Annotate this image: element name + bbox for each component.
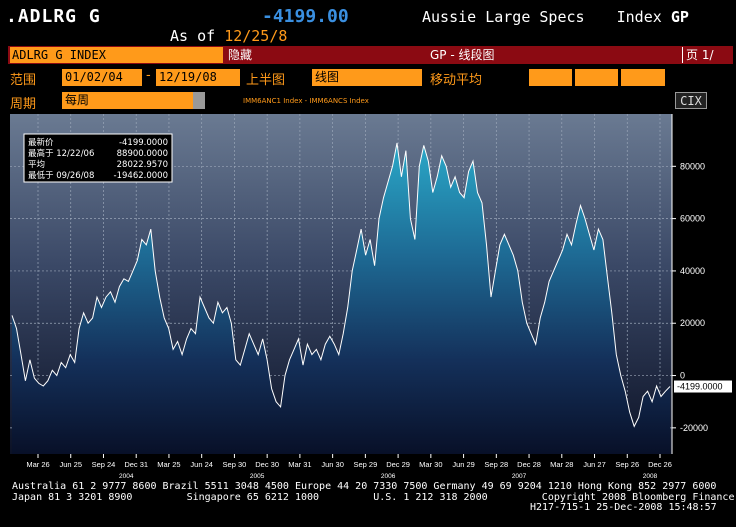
area-chart[interactable]: 80000 60000 40000 20000 0 -20000 -4199.0000 Ma… — [0, 112, 736, 482]
x-tick-label: Sep 24 — [92, 460, 116, 469]
hide-button[interactable]: 隐藏 — [228, 48, 253, 62]
range-dash: - — [146, 68, 151, 83]
stats-box-frame — [23, 133, 173, 183]
security-title-field[interactable]: ADLRG G INDEX — [10, 47, 223, 63]
x-tick-label: Sep 29 — [353, 460, 377, 469]
stats-box: 最新价 -4199.0000 最高于 12/22/06 88900.0000 平均 280… — [23, 133, 173, 183]
upper-chart-select[interactable]: 线图 — [312, 69, 422, 86]
chart-type-title: GP - 线段图 — [430, 48, 495, 62]
period-label: 周期 — [10, 97, 37, 112]
y-tick-label: 20000 — [680, 318, 705, 328]
area-series-line — [11, 142, 671, 428]
cix-button[interactable]: CIX — [675, 92, 707, 109]
last-value: -4199.00 — [262, 6, 349, 27]
last-value-tag — [674, 380, 732, 393]
area-series-fill — [12, 143, 670, 454]
x-tick-label: Dec 28 — [517, 460, 541, 469]
x-tick-label: Jun 27 — [583, 460, 606, 469]
upper-chart-label: 上半图 — [246, 73, 286, 88]
stats-row-value: 88900.0000 — [117, 149, 168, 159]
ma-input-2[interactable] — [575, 69, 618, 86]
ma-input-3[interactable] — [621, 69, 665, 86]
last-value-label: -4199.0000 — [677, 382, 723, 392]
x-year-label: 2005 — [250, 473, 265, 480]
x-tick-label: Jun 30 — [321, 460, 344, 469]
x-tick-label: Dec 31 — [124, 460, 148, 469]
x-tick-label: Jun 29 — [452, 460, 475, 469]
x-tick-label: Jun 24 — [190, 460, 213, 469]
as-of-line: As of 12/25/8 — [170, 27, 287, 45]
stats-row-value: -19462.0000 — [114, 171, 168, 181]
as-of-label: As of — [170, 27, 216, 45]
x-axis: Mar 26 Jun 25 Sep 24 Dec 31 Mar 25 Jun 24 Sep … — [10, 454, 672, 482]
footer-line-3: H217-715-1 25-Dec-2008 15:48:57 — [530, 502, 717, 513]
footer-contacts: Australia 61 2 9777 8600 Brazil 5511 304… — [12, 481, 736, 514]
x-tick-label: Mar 31 — [288, 460, 311, 469]
x-axis-band — [10, 454, 672, 482]
x-tick-label: Mar 25 — [157, 460, 180, 469]
x-tick-label: Sep 26 — [615, 460, 639, 469]
period-dropdown-handle[interactable] — [193, 92, 205, 109]
security-description: Aussie Large Specs Index GP — [422, 8, 689, 26]
x-tick-label: Dec 29 — [386, 460, 410, 469]
page-indicator[interactable]: 页 1/ — [686, 48, 714, 62]
ticker-symbol: .ADLRG G — [6, 6, 101, 27]
stats-row-label: 最低于 09/26/08 — [28, 170, 94, 181]
x-tick-label: Mar 30 — [419, 460, 442, 469]
exchange-code: GP — [670, 8, 689, 26]
x-year-label: 2008 — [643, 473, 658, 480]
x-tick-label: Mar 26 — [26, 460, 49, 469]
index-label: Index — [616, 8, 662, 26]
y-axis: 80000 60000 40000 20000 0 -20000 -4199.0000 — [671, 114, 732, 454]
x-tick-label: Dec 30 — [255, 460, 279, 469]
x-tick-label: Mar 28 — [550, 460, 573, 469]
x-tick-label: Jun 25 — [59, 460, 82, 469]
ma-input-1[interactable] — [529, 69, 572, 86]
stats-row-label: 最高于 12/22/06 — [28, 148, 94, 159]
stats-row-label: 平均 — [28, 159, 45, 170]
x-year-label: 2006 — [381, 473, 396, 480]
moving-average-label: 移动平均 — [430, 73, 483, 88]
start-date-input[interactable]: 01/02/04 — [62, 69, 142, 86]
period-select[interactable]: 每周 — [62, 92, 193, 109]
x-tick-label: Sep 28 — [484, 460, 508, 469]
range-label: 范围 — [10, 73, 37, 88]
page-divider — [682, 47, 683, 63]
x-year-label: 2004 — [119, 473, 134, 480]
stats-row-value: -4199.0000 — [119, 138, 168, 148]
x-tick-label: Sep 30 — [223, 460, 247, 469]
stats-row-value: 28022.9570 — [117, 160, 168, 170]
end-date-input[interactable]: 12/19/08 — [156, 69, 240, 86]
x-tick-label: Dec 26 — [648, 460, 672, 469]
y-tick-label: -20000 — [680, 423, 708, 433]
as-of-date: 12/25/8 — [224, 27, 288, 45]
footer-line-2: Japan 81 3 3201 8900 Singapore 65 6212 1… — [12, 491, 736, 503]
x-year-label: 2007 — [512, 473, 527, 480]
y-tick-label: 80000 — [680, 161, 705, 171]
series-legend: IMM6ANC1 Index - IMM6ANCS Index — [243, 97, 369, 105]
y-tick-label: 60000 — [680, 214, 705, 224]
footer-line-1: Australia 61 2 9777 8600 Brazil 5511 304… — [12, 481, 717, 492]
y-tick-label: 40000 — [680, 266, 705, 276]
stats-row-label: 最新价 — [28, 137, 54, 148]
y-tick-label: 0 — [680, 371, 685, 381]
description-text: Aussie Large Specs — [422, 8, 585, 26]
